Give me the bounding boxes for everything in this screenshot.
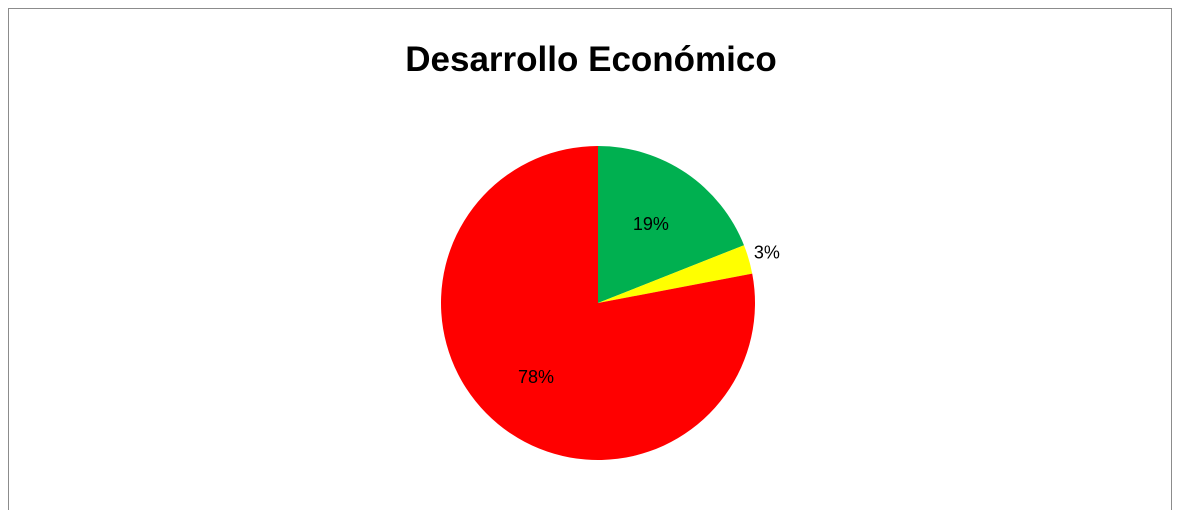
pie-slice-3 (441, 146, 756, 460)
pie-data-label-2: 3% (754, 243, 780, 263)
pie-data-label-3: 78% (518, 367, 554, 387)
pie-data-labels: 19% 3% 78% (518, 214, 780, 387)
pie-slices (441, 146, 756, 460)
chart-title: Desarrollo Económico (405, 40, 777, 79)
pie-data-label-1: 19% (633, 214, 669, 234)
pie-slice-2 (598, 245, 753, 303)
pie-slice-1 (598, 146, 744, 303)
